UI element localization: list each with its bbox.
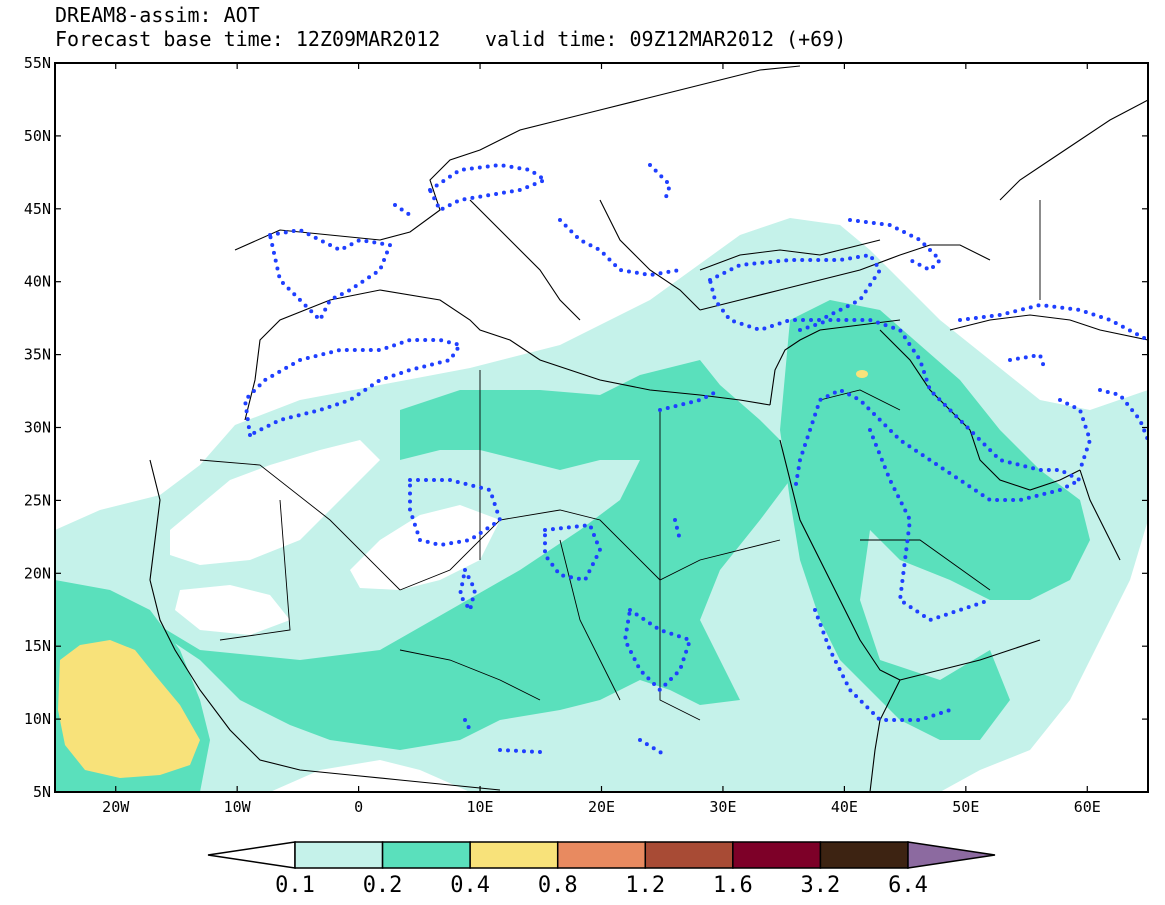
map-title: DREAM8-assim: AOT [55,3,260,27]
colorbar-level-label: 1.2 [625,873,665,898]
colorbar-box [556,841,647,869]
latitude-labels: 5N 10N 15N 20N 25N 30N 35N 40N 45N 50N 55N [24,54,51,801]
lon-label: 60E [1074,798,1101,816]
colorbar-box [469,841,559,869]
map-area [55,63,1148,792]
lat-label: 5N [33,783,51,801]
axis-ticks [55,62,1148,793]
lon-label: 0 [354,798,363,816]
aot-dotted-contours [242,162,1148,757]
colorbar-box [381,841,471,869]
clear-area-mauritania [175,585,290,635]
lat-label: 50N [24,127,51,145]
colorbar-over-arrow [907,841,996,869]
colorbar-box [294,841,384,869]
colorbar-level-label: 1.6 [713,873,753,898]
lat-label: 35N [24,346,51,364]
valid-time: valid time: 09Z12MAR2012 (+69) [485,27,847,51]
colorbar-level-label: 0.8 [538,873,578,898]
aot-band-0.4-0.8-atlantic [58,640,200,778]
aot-band-0.4-0.8-iraq [856,370,868,378]
colorbar-under-arrow [207,841,296,869]
colorbar-box [732,841,822,869]
lon-label: 30E [709,798,736,816]
colorbar-level-label: 6.4 [888,873,928,898]
clear-area-central-sahara [350,505,500,590]
aot-band-0.2-0.4-arabia [780,300,1090,740]
lat-label: 55N [24,54,51,72]
lat-label: 20N [24,564,51,582]
aot-colorbar: 0.1 0.2 0.4 0.8 1.2 1.6 3.2 6.4 [207,841,996,898]
colorbar-level-label: 0.4 [450,873,490,898]
lat-label: 25N [24,491,51,509]
lat-label: 10N [24,710,51,728]
lat-label: 40N [24,273,51,291]
country-borders [199,200,1041,721]
colorbar-level-label: 0.1 [275,873,315,898]
longitude-labels: 20W 10W 0 10E 20E 30E 40E 50E 60E [102,798,1101,816]
lon-label: 40E [831,798,858,816]
lon-label: 10W [224,798,252,816]
lon-label: 20W [102,798,130,816]
clear-area-west-sahara [170,440,380,565]
forecast-base-time: Forecast base time: 12Z09MAR2012 [55,27,441,51]
coastlines [149,65,1148,792]
lat-label: 30N [24,419,51,437]
lon-label: 10E [467,798,494,816]
colorbar-level-label: 3.2 [801,873,841,898]
colorbar-box [644,841,734,869]
lat-label: 45N [24,200,51,218]
lon-label: 50E [952,798,979,816]
colorbar-level-label: 0.2 [363,873,403,898]
lat-label: 15N [24,637,51,655]
lon-label: 20E [588,798,615,816]
colorbar-box [819,841,909,869]
